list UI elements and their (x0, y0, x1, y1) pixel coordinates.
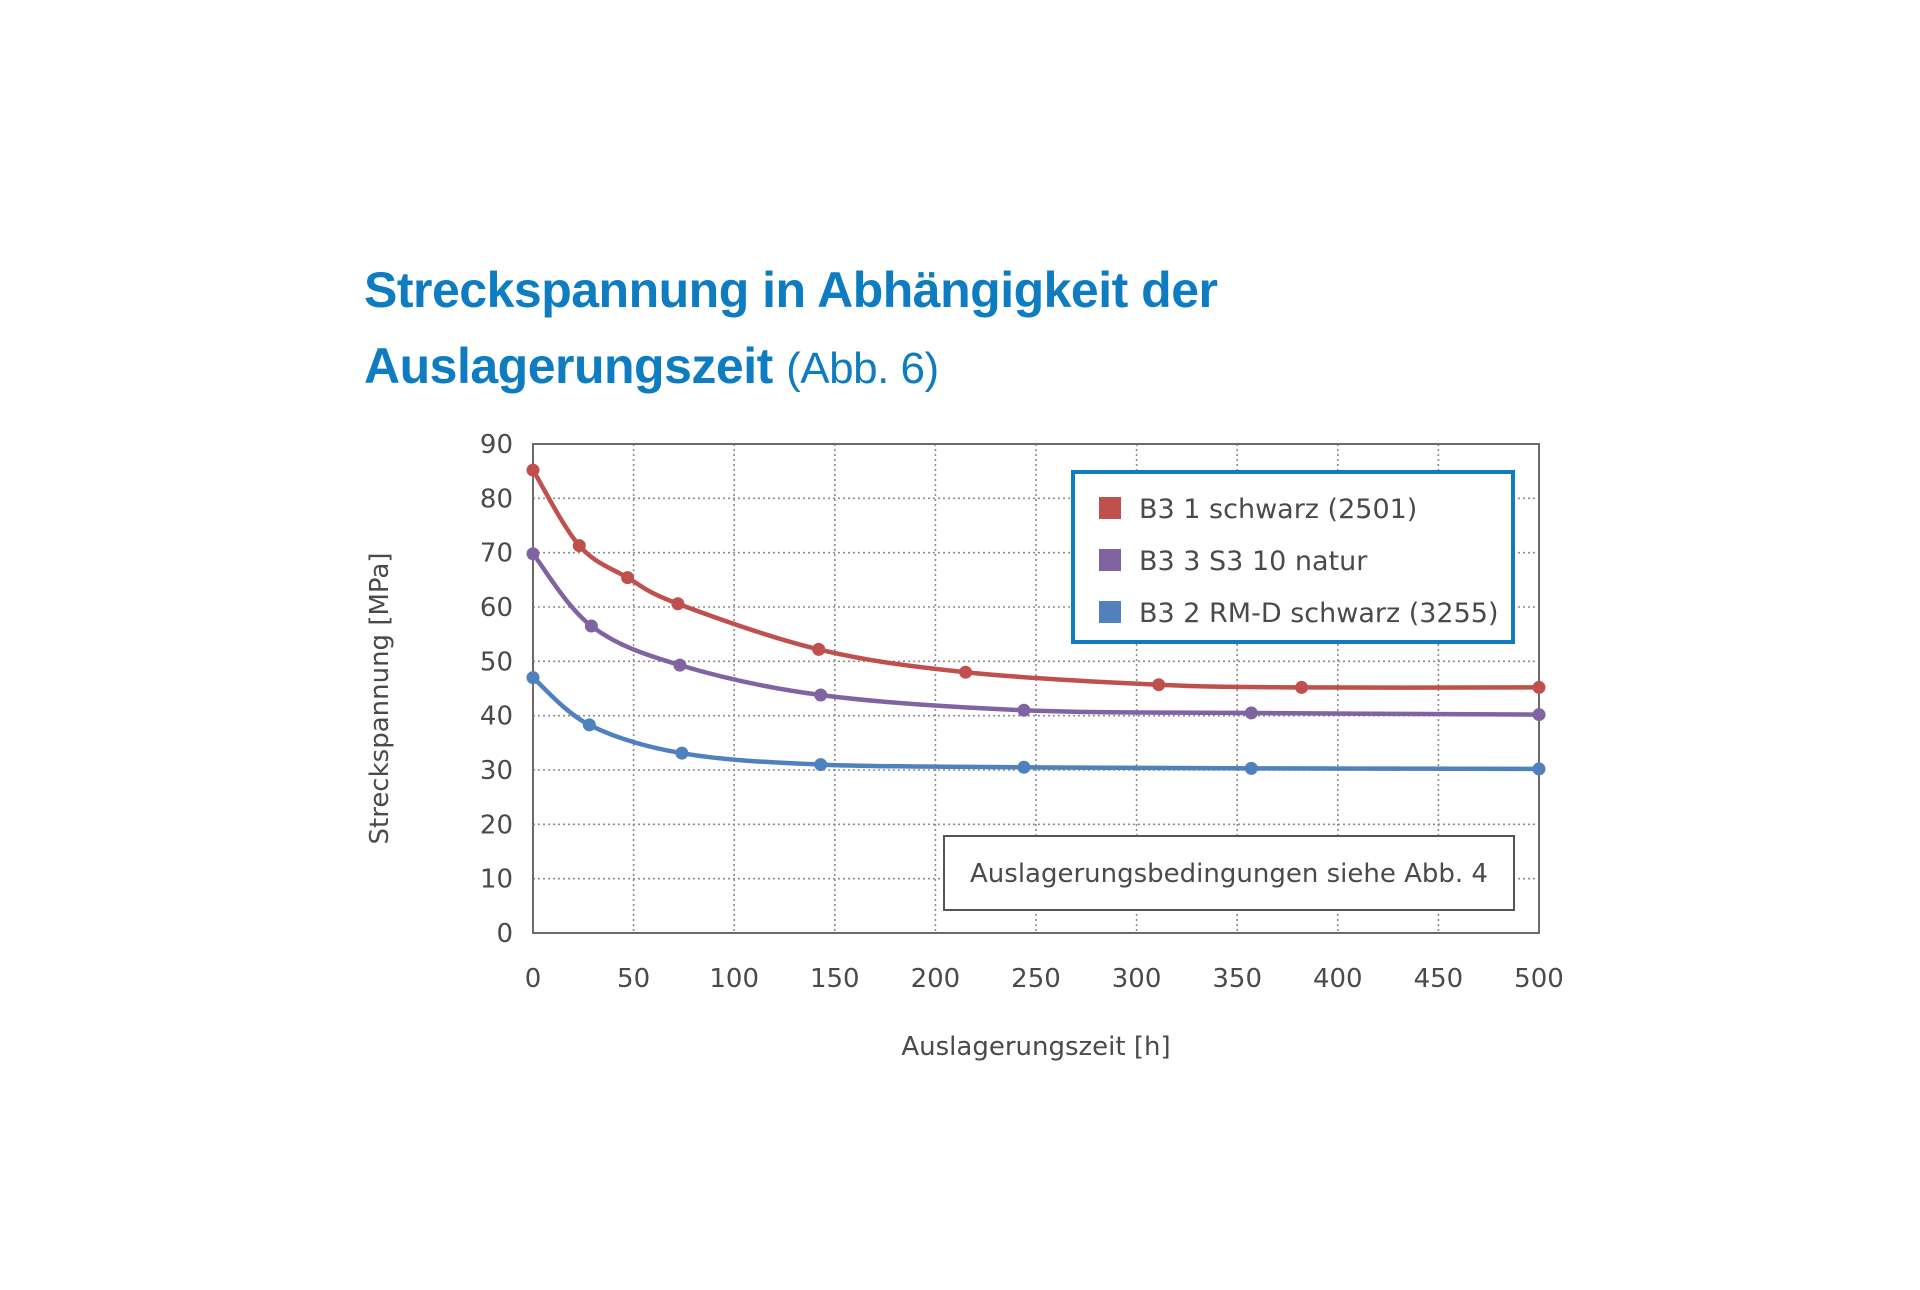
legend-box (1071, 470, 1515, 644)
data-point-marker (1532, 708, 1546, 722)
series-1 (526, 463, 1546, 694)
data-point-marker (671, 597, 685, 611)
y-tick-label: 40 (480, 702, 513, 732)
y-tick-label: 20 (480, 810, 513, 840)
data-point-marker (673, 658, 687, 672)
annotation-text: Auslagerungsbedingungen siehe Abb. 4 (970, 859, 1488, 889)
y-tick-label: 30 (480, 756, 513, 786)
data-point-marker (1152, 678, 1166, 692)
data-point-marker (526, 547, 540, 561)
x-tick-label: 100 (709, 964, 759, 994)
series-line (531, 675, 1540, 772)
series-line (531, 552, 1540, 717)
data-point-marker (1017, 703, 1031, 717)
legend-label: B3 1 schwarz (2501) (1139, 494, 1417, 525)
y-tick-label: 50 (480, 647, 513, 677)
data-point-marker (814, 688, 828, 702)
y-tick-label: 70 (480, 539, 513, 569)
x-tick-label: 250 (1011, 964, 1061, 994)
data-point-marker (1244, 706, 1258, 720)
series-3 (526, 671, 1546, 776)
legend-swatch-icon (1099, 601, 1121, 623)
data-point-marker (1295, 680, 1309, 694)
data-point-marker (814, 758, 828, 772)
data-point-marker (1532, 762, 1546, 776)
x-tick-label: 500 (1514, 964, 1564, 994)
chart-title-bold: Auslagerungszeit (364, 338, 773, 394)
data-point-marker (526, 463, 540, 477)
chart-title-figure-ref: (Abb. 6) (786, 344, 939, 393)
data-point-marker (526, 671, 540, 685)
x-tick-label: 200 (911, 964, 961, 994)
x-tick-label: 0 (525, 964, 542, 994)
data-point-marker (621, 571, 635, 585)
y-tick-label: 90 (480, 430, 513, 460)
y-tick-label: 60 (480, 593, 513, 623)
chart-title-line2: Auslagerungszeit (Abb. 6) (364, 328, 1217, 407)
data-point-marker (582, 718, 596, 732)
x-tick-label: 150 (810, 964, 860, 994)
series-2 (526, 547, 1546, 722)
x-tick-label: 450 (1414, 964, 1464, 994)
legend-label: B3 3 S3 10 natur (1139, 546, 1368, 577)
y-tick-label: 10 (480, 865, 513, 895)
data-point-marker (1244, 761, 1258, 775)
legend-label: B3 2 RM-D schwarz (3255) (1139, 598, 1499, 629)
legend-swatch-icon (1099, 549, 1121, 571)
data-point-marker (1532, 680, 1546, 694)
y-axis-label: Streckspannung [MPa] (365, 553, 395, 845)
data-point-marker (584, 619, 598, 633)
x-tick-label: 350 (1212, 964, 1262, 994)
data-point-marker (812, 642, 826, 656)
chart-title-line1: Streckspannung in Abhängigkeit der (364, 262, 1218, 318)
annotation-box (943, 835, 1515, 911)
annotation: Auslagerungsbedingungen siehe Abb. 4 (943, 835, 1515, 911)
x-tick-label: 300 (1112, 964, 1162, 994)
x-axis-label: Auslagerungszeit [h] (901, 1032, 1170, 1062)
y-tick-label: 80 (480, 484, 513, 514)
data-point-marker (959, 665, 973, 679)
y-tick-label: 0 (496, 919, 513, 949)
x-tick-label: 50 (617, 964, 650, 994)
legend-swatch-icon (1099, 497, 1121, 519)
x-tick-label: 400 (1313, 964, 1363, 994)
data-point-marker (675, 746, 689, 760)
data-point-marker (1017, 760, 1031, 774)
data-point-marker (572, 539, 586, 553)
chart-title: Streckspannung in Abhängigkeit der Ausla… (364, 252, 1218, 407)
legend: B3 1 schwarz (2501) B3 3 S3 10 natur B3 2 … (1071, 470, 1515, 644)
